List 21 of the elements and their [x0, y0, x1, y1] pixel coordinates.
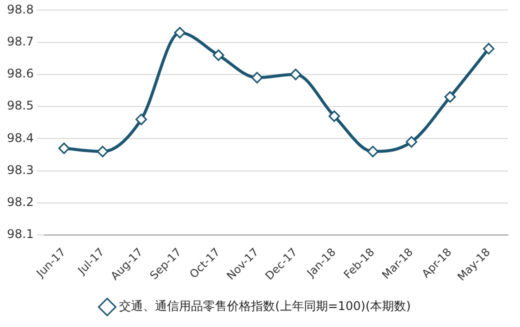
point	[96, 146, 108, 158]
y-tick-label: 98.8	[7, 2, 34, 16]
point	[444, 91, 456, 103]
point	[251, 72, 263, 84]
point	[58, 142, 70, 154]
point	[328, 110, 340, 122]
point	[367, 146, 379, 158]
y-tick-label: 98.7	[7, 34, 34, 48]
point	[406, 136, 418, 148]
point	[290, 68, 302, 80]
point	[212, 49, 224, 61]
y-tick-label: 98.3	[7, 162, 34, 177]
point	[174, 26, 186, 38]
point	[135, 114, 147, 126]
y-tick-label: 98.2	[7, 195, 34, 210]
y-tick-label: 98.4	[7, 130, 34, 145]
y-tick-label: 98.1	[7, 227, 34, 242]
point	[482, 42, 494, 54]
y-tick-label: 98.5	[7, 98, 34, 113]
y-tick-label: 98.6	[7, 66, 34, 81]
legend-label: 交通、通信用品零售价格指数(上年同期=100)(本期数)	[119, 299, 411, 314]
